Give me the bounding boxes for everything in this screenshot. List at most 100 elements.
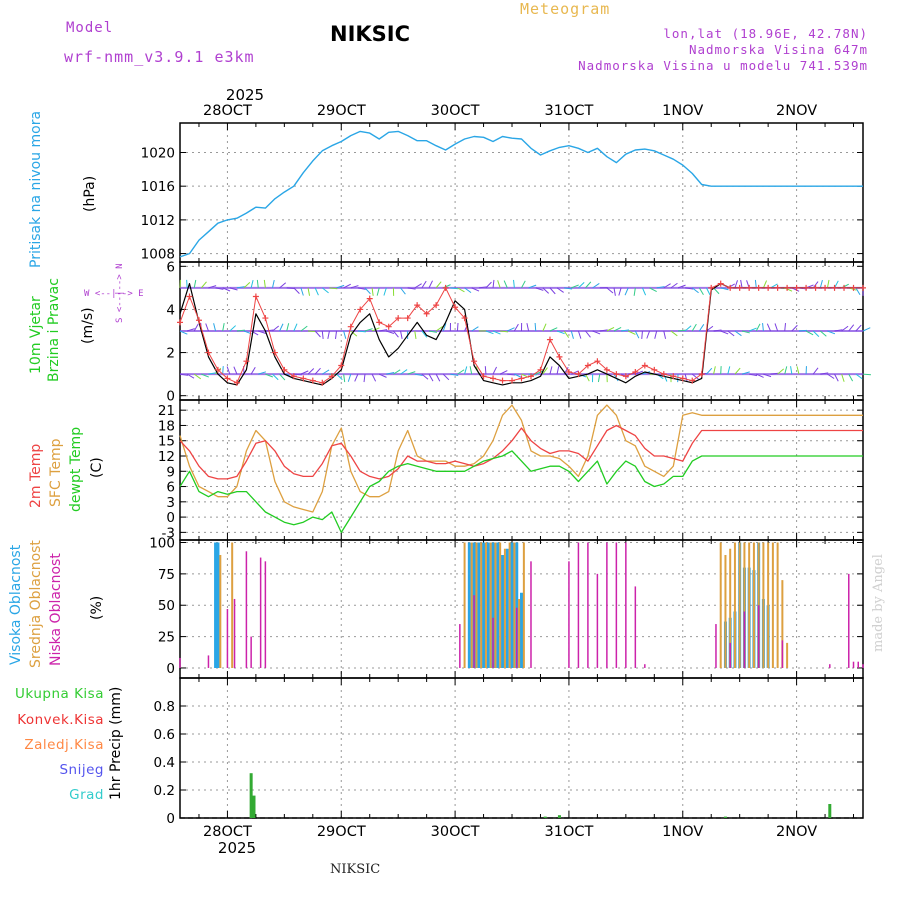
wind-arrow [471,326,479,332]
wind-arrow [820,372,829,375]
model-name: wrf-nmm_v3.9.1 e3km [64,48,255,66]
dewpt-temp-line [179,450,863,534]
wind-arrow [222,366,224,375]
wind-arrow [727,366,731,375]
wind-arrow [549,366,553,375]
wind-arrow [762,280,768,289]
wind-gust-marker [613,371,620,378]
y-tick-label: 18 [158,418,175,434]
wind-gust-marker [632,368,639,375]
wind-arrow [812,330,820,337]
wind-arrow [819,330,827,337]
wind-gust-marker [357,306,364,313]
wind-arrow [599,329,608,332]
wind-arrow [855,287,861,296]
wind-arrow [754,279,757,288]
wind-arrow [777,368,785,375]
wind-arrow [542,287,550,294]
wind-arrow [641,330,643,340]
wind-gust-marker [252,293,259,300]
wind-arrow [691,287,699,294]
wind-arrow [834,280,839,289]
wind-arrow [293,287,300,294]
wind-gust-marker [822,284,829,291]
y-tick-label: 3 [166,495,175,511]
wind-arrow [621,329,630,332]
wind-gust-marker [262,315,269,322]
wind-arrow [500,330,509,333]
wind-gust-marker [575,371,582,378]
precip-bar [252,795,256,818]
wind-gust-marker [689,377,696,384]
wind-arrow [756,373,764,378]
wind-arrow [841,373,845,382]
wind-arrow [236,329,245,332]
top-day-label: 31OCT [545,103,594,119]
wind-arrow [534,322,537,332]
wind-arrow [670,330,678,337]
wind-arrow [763,373,772,378]
wind-arrow [597,374,601,383]
y-tick-label: 21 [158,403,175,419]
wind-gust-marker [395,315,402,322]
wind-arrow [734,367,741,375]
bottom-day-label: 2NOV [776,824,817,840]
wind-gust-marker [271,349,278,356]
wind-arrow [286,323,290,332]
wind-arrow [478,286,487,289]
wind-arrow [628,330,636,335]
wind-arrow [741,330,750,334]
wind-gust-marker [224,375,231,382]
wind-arrow [293,373,302,376]
wind-arrow [556,366,560,375]
y-tick-label: 50 [158,598,175,614]
wind-arrow [208,285,217,289]
temp-2m-line [179,424,863,480]
wind-arrow [819,280,823,289]
wind-arrow [790,366,793,375]
wind-arrow [564,287,573,290]
wind-arrow [435,326,443,332]
wind-gust-marker [309,377,316,384]
wind-gust-marker [651,366,658,373]
bottom-day-label: 29OCT [317,824,366,840]
wind-arrow [350,330,358,337]
wind-arrow [400,287,406,295]
wind-arrow [186,328,195,332]
wind-arrow [585,330,591,338]
wind-arrow [179,330,188,335]
wind-gust-marker [765,284,772,291]
wind-arrow [855,324,862,332]
bottom-day-label: 31OCT [545,824,594,840]
wind-arrow [535,370,544,375]
wind-arrow [386,372,395,375]
wind-gust-marker [376,319,383,326]
wind-arrow [350,285,359,289]
wind-arrow [646,330,651,339]
wind-arrow [307,368,315,375]
wind-arrow [250,367,256,375]
wind-gust-marker [622,373,629,380]
wind-gust-marker [641,362,648,369]
wind-arrow [307,287,311,296]
wind-gust-marker [774,284,781,291]
wind-arrow [457,287,465,293]
wind-arrow [698,287,704,296]
y-tick-label: 0.4 [154,755,175,771]
wind-gust-marker [433,302,440,309]
wind-arrow [734,280,738,289]
wind-arrow [507,373,516,376]
wind-gust-marker [708,284,715,291]
wind-arrow [585,373,590,382]
wind-arrow [834,329,843,332]
wind-arrow [357,330,366,333]
precip-bar [249,773,253,818]
wind-arrow [327,330,330,339]
wind-gust-marker [461,315,468,322]
wind-arrow [549,287,556,295]
wind-gust-marker [755,284,762,291]
wind-arrow [336,284,345,289]
wind-arrow [770,283,778,289]
wind-arrow [450,373,459,377]
wind-arrow [222,287,231,292]
